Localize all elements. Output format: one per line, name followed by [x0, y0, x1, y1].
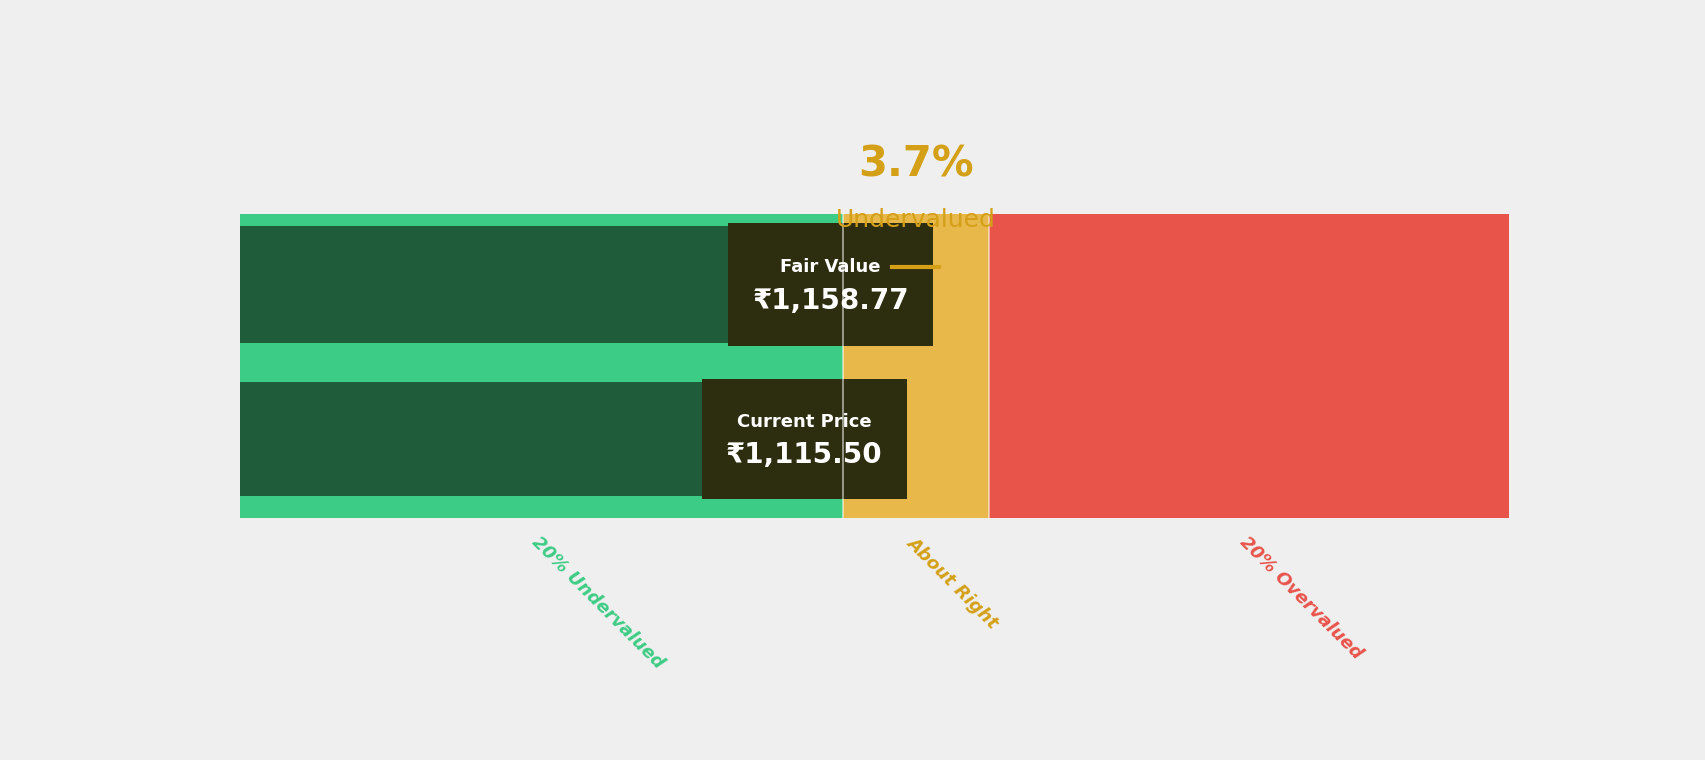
Bar — [842, 214, 987, 518]
Bar — [239, 214, 842, 518]
Text: About Right: About Right — [902, 533, 1001, 632]
Text: 20% Overvalued: 20% Overvalued — [1236, 533, 1366, 663]
Bar — [239, 226, 842, 344]
Bar — [701, 379, 907, 499]
Text: ₹1,158.77: ₹1,158.77 — [752, 287, 909, 315]
Text: ₹1,115.50: ₹1,115.50 — [726, 442, 881, 470]
Text: Undervalued: Undervalued — [835, 208, 996, 232]
Text: 3.7%: 3.7% — [858, 144, 974, 185]
Bar — [239, 382, 842, 496]
Text: Fair Value: Fair Value — [779, 258, 880, 277]
Text: Current Price: Current Price — [737, 413, 871, 431]
Text: 20% Undervalued: 20% Undervalued — [529, 533, 667, 672]
Bar — [987, 214, 1509, 518]
Bar — [728, 223, 933, 347]
